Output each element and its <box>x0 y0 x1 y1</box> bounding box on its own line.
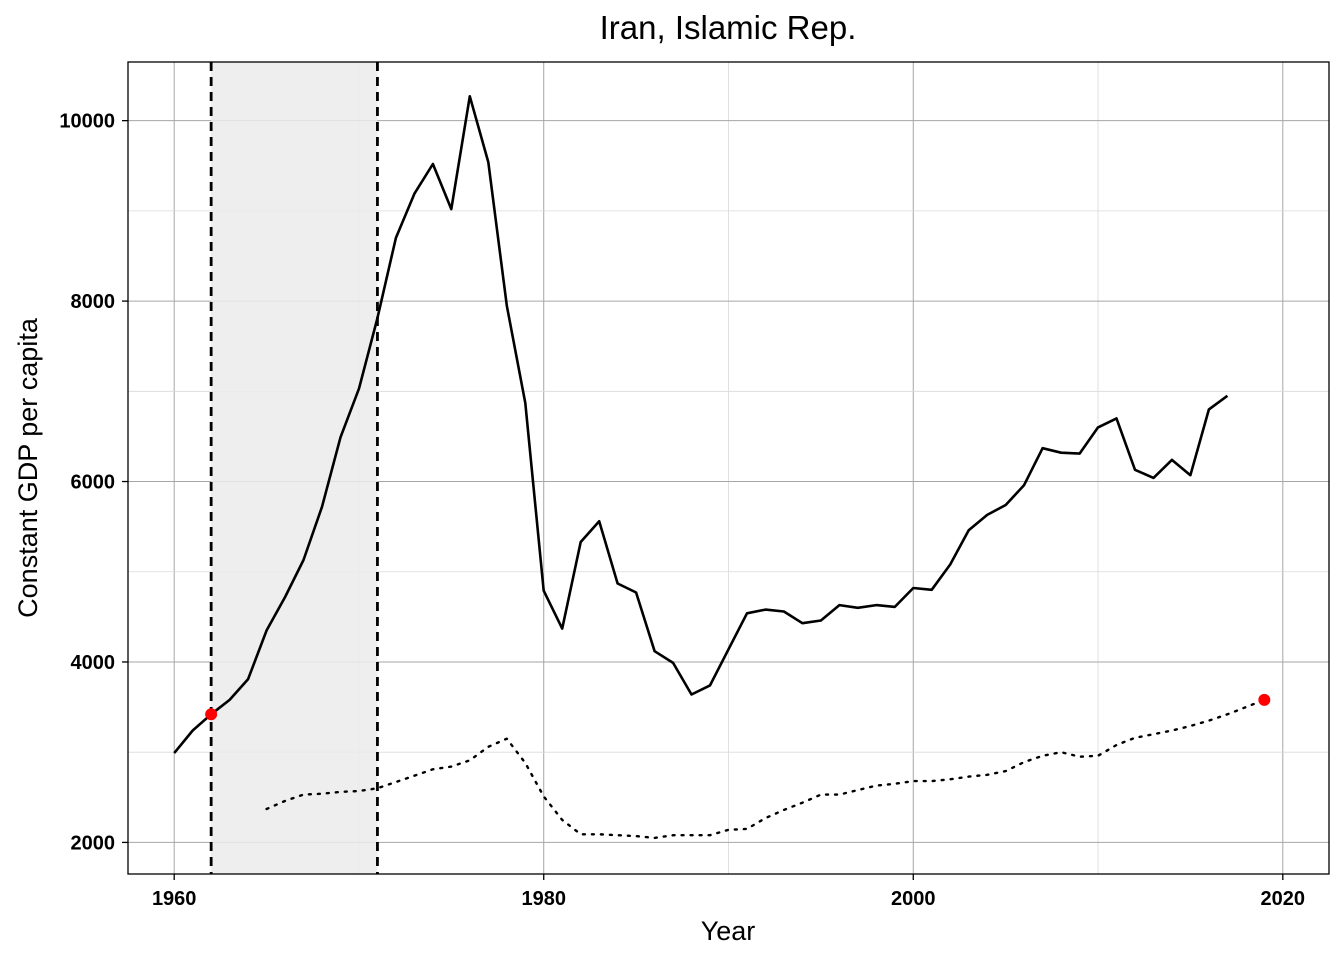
y-axis-title: Constant GDP per capita <box>13 317 43 618</box>
x-axis: 1960 1980 2000 2020 <box>152 874 1305 910</box>
shaded-region <box>211 62 378 874</box>
x-tick-label: 2020 <box>1261 888 1306 910</box>
highlight-point <box>1258 693 1271 706</box>
y-tick-label: 8000 <box>71 291 116 313</box>
vertical-lines <box>209 62 379 874</box>
y-tick-label: 10000 <box>59 111 115 133</box>
shaded-period <box>211 62 378 874</box>
highlight-points <box>205 693 1271 721</box>
plot-border <box>127 61 1330 875</box>
y-tick-label: 4000 <box>71 652 116 674</box>
series-layer <box>173 95 1266 840</box>
y-axis: 2000 4000 6000 8000 10000 <box>59 111 128 854</box>
x-tick-label: 2000 <box>891 888 936 910</box>
series-line-dotted <box>265 698 1266 840</box>
highlight-point <box>205 708 218 721</box>
series-line-solid <box>173 95 1229 754</box>
y-tick-label: 2000 <box>71 832 116 854</box>
x-tick-label: 1960 <box>152 888 197 910</box>
chart-title: Iran, Islamic Rep. <box>600 9 857 46</box>
x-tick-label: 1980 <box>521 888 566 910</box>
x-axis-title: Year <box>701 916 756 946</box>
plot-frame <box>127 61 1330 875</box>
y-tick-label: 6000 <box>71 472 116 494</box>
